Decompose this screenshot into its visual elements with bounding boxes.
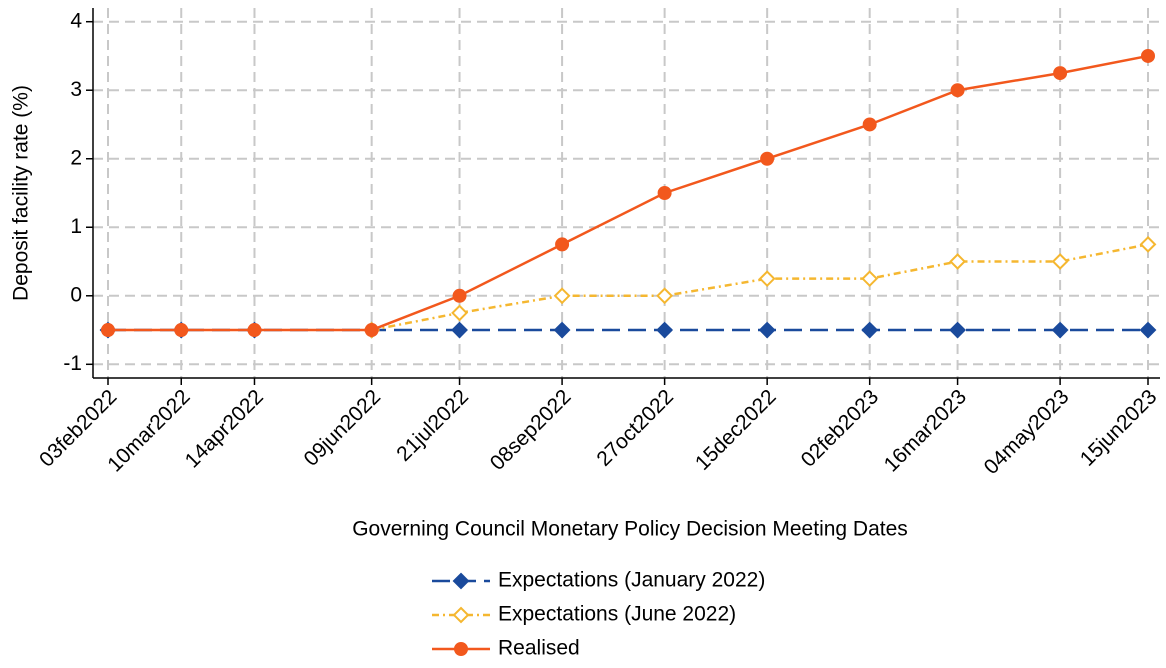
data-point bbox=[656, 321, 674, 339]
y-tick-label: 2 bbox=[70, 146, 82, 169]
data-point bbox=[451, 304, 468, 322]
series-line bbox=[108, 54, 1149, 332]
legend-label: Expectations (June 2022) bbox=[498, 603, 736, 626]
legend-marker bbox=[452, 572, 470, 590]
data-point bbox=[861, 270, 879, 288]
data-point bbox=[1051, 253, 1069, 270]
data-point bbox=[760, 151, 775, 166]
data-point bbox=[247, 323, 262, 338]
y-axis-label: Deposit facility rate (%) bbox=[10, 85, 33, 301]
data-point bbox=[451, 321, 468, 339]
data-point bbox=[656, 287, 674, 305]
data-point bbox=[1139, 235, 1157, 253]
y-tick-label: 1 bbox=[70, 215, 82, 238]
data-point bbox=[758, 321, 776, 339]
data-point bbox=[1139, 321, 1157, 339]
legend-marker bbox=[452, 606, 470, 624]
data-point bbox=[452, 288, 467, 303]
series-line bbox=[371, 243, 1149, 332]
x-axis-label: Governing Council Monetary Policy Decisi… bbox=[352, 518, 908, 541]
legend-label: Realised bbox=[498, 637, 580, 660]
y-tick-label: 3 bbox=[70, 78, 82, 101]
data-point bbox=[1053, 66, 1068, 81]
legend-label: Expectations (January 2022) bbox=[498, 569, 765, 592]
data-point bbox=[364, 323, 379, 338]
data-point bbox=[758, 270, 776, 288]
data-point bbox=[555, 237, 570, 252]
legend-marker bbox=[454, 642, 468, 656]
data-point bbox=[101, 323, 115, 338]
data-point bbox=[174, 323, 189, 338]
data-point bbox=[553, 287, 571, 305]
y-tick-label: -1 bbox=[63, 352, 82, 375]
y-tick-label: 0 bbox=[70, 283, 82, 306]
data-point bbox=[553, 321, 571, 339]
data-point bbox=[657, 186, 672, 200]
y-tick-label: 4 bbox=[70, 9, 82, 32]
data-point bbox=[1051, 321, 1069, 339]
data-point bbox=[1141, 48, 1155, 63]
data-point bbox=[949, 253, 966, 270]
data-point bbox=[862, 117, 877, 132]
data-point bbox=[950, 83, 965, 98]
data-point bbox=[949, 321, 966, 339]
data-point bbox=[861, 321, 879, 339]
